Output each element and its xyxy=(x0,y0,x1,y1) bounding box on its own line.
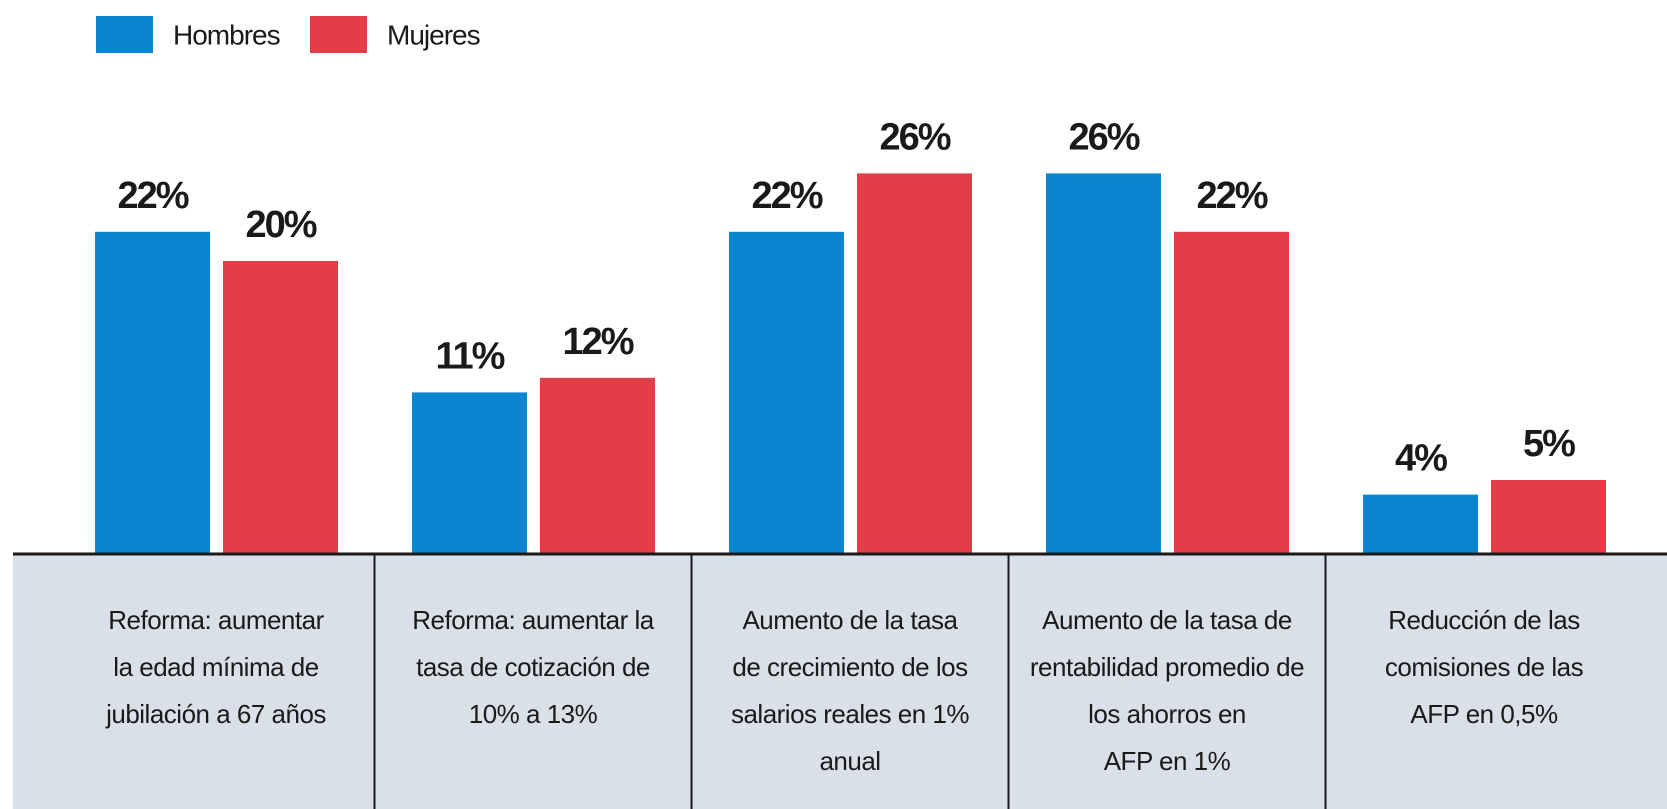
bar xyxy=(729,231,844,554)
value-label: 22% xyxy=(751,175,822,217)
legend-swatch xyxy=(96,16,153,53)
category-label: salarios reales en 1% xyxy=(731,699,969,729)
category-label: Reforma: aumentar xyxy=(108,605,324,635)
value-label: 11% xyxy=(436,335,505,377)
category-label: la edad mínima de xyxy=(113,652,318,682)
bar xyxy=(1046,173,1161,553)
bar xyxy=(1363,494,1478,553)
legend-label: Mujeres xyxy=(387,19,480,50)
value-label: 26% xyxy=(879,116,950,158)
category-label: comisiones de las xyxy=(1385,652,1584,682)
category-label: Reforma: aumentar la xyxy=(412,605,654,635)
category-label: jubilación a 67 años xyxy=(105,699,326,729)
category-label: AFP en 1% xyxy=(1104,746,1231,776)
bar xyxy=(1174,231,1289,554)
label-panel xyxy=(13,555,1667,809)
bar xyxy=(540,377,655,553)
legend-swatch xyxy=(310,16,367,53)
bar xyxy=(857,173,972,553)
bar xyxy=(223,261,338,553)
category-label: los ahorros en xyxy=(1088,699,1246,729)
value-label: 22% xyxy=(1196,175,1267,217)
value-label: 26% xyxy=(1068,116,1139,158)
value-label: 5% xyxy=(1523,423,1575,465)
category-label: rentabilidad promedio de xyxy=(1030,652,1304,682)
category-label: Aumento de la tasa de xyxy=(1042,605,1292,635)
value-label: 4% xyxy=(1395,438,1447,480)
category-label: 10% a 13% xyxy=(469,699,598,729)
category-label: anual xyxy=(819,746,880,776)
value-label: 12% xyxy=(562,321,633,363)
category-label: Aumento de la tasa xyxy=(742,605,958,635)
legend-label: Hombres xyxy=(173,19,280,50)
category-label: de crecimiento de los xyxy=(732,652,968,682)
category-label: Reducción de las xyxy=(1388,605,1580,635)
bar xyxy=(412,392,527,553)
bar xyxy=(1491,480,1606,553)
category-label: AFP en 0,5% xyxy=(1410,699,1558,729)
value-label: 22% xyxy=(117,175,188,217)
bar xyxy=(95,231,210,554)
category-label: tasa de cotización de xyxy=(416,652,650,682)
value-label: 20% xyxy=(245,204,316,246)
